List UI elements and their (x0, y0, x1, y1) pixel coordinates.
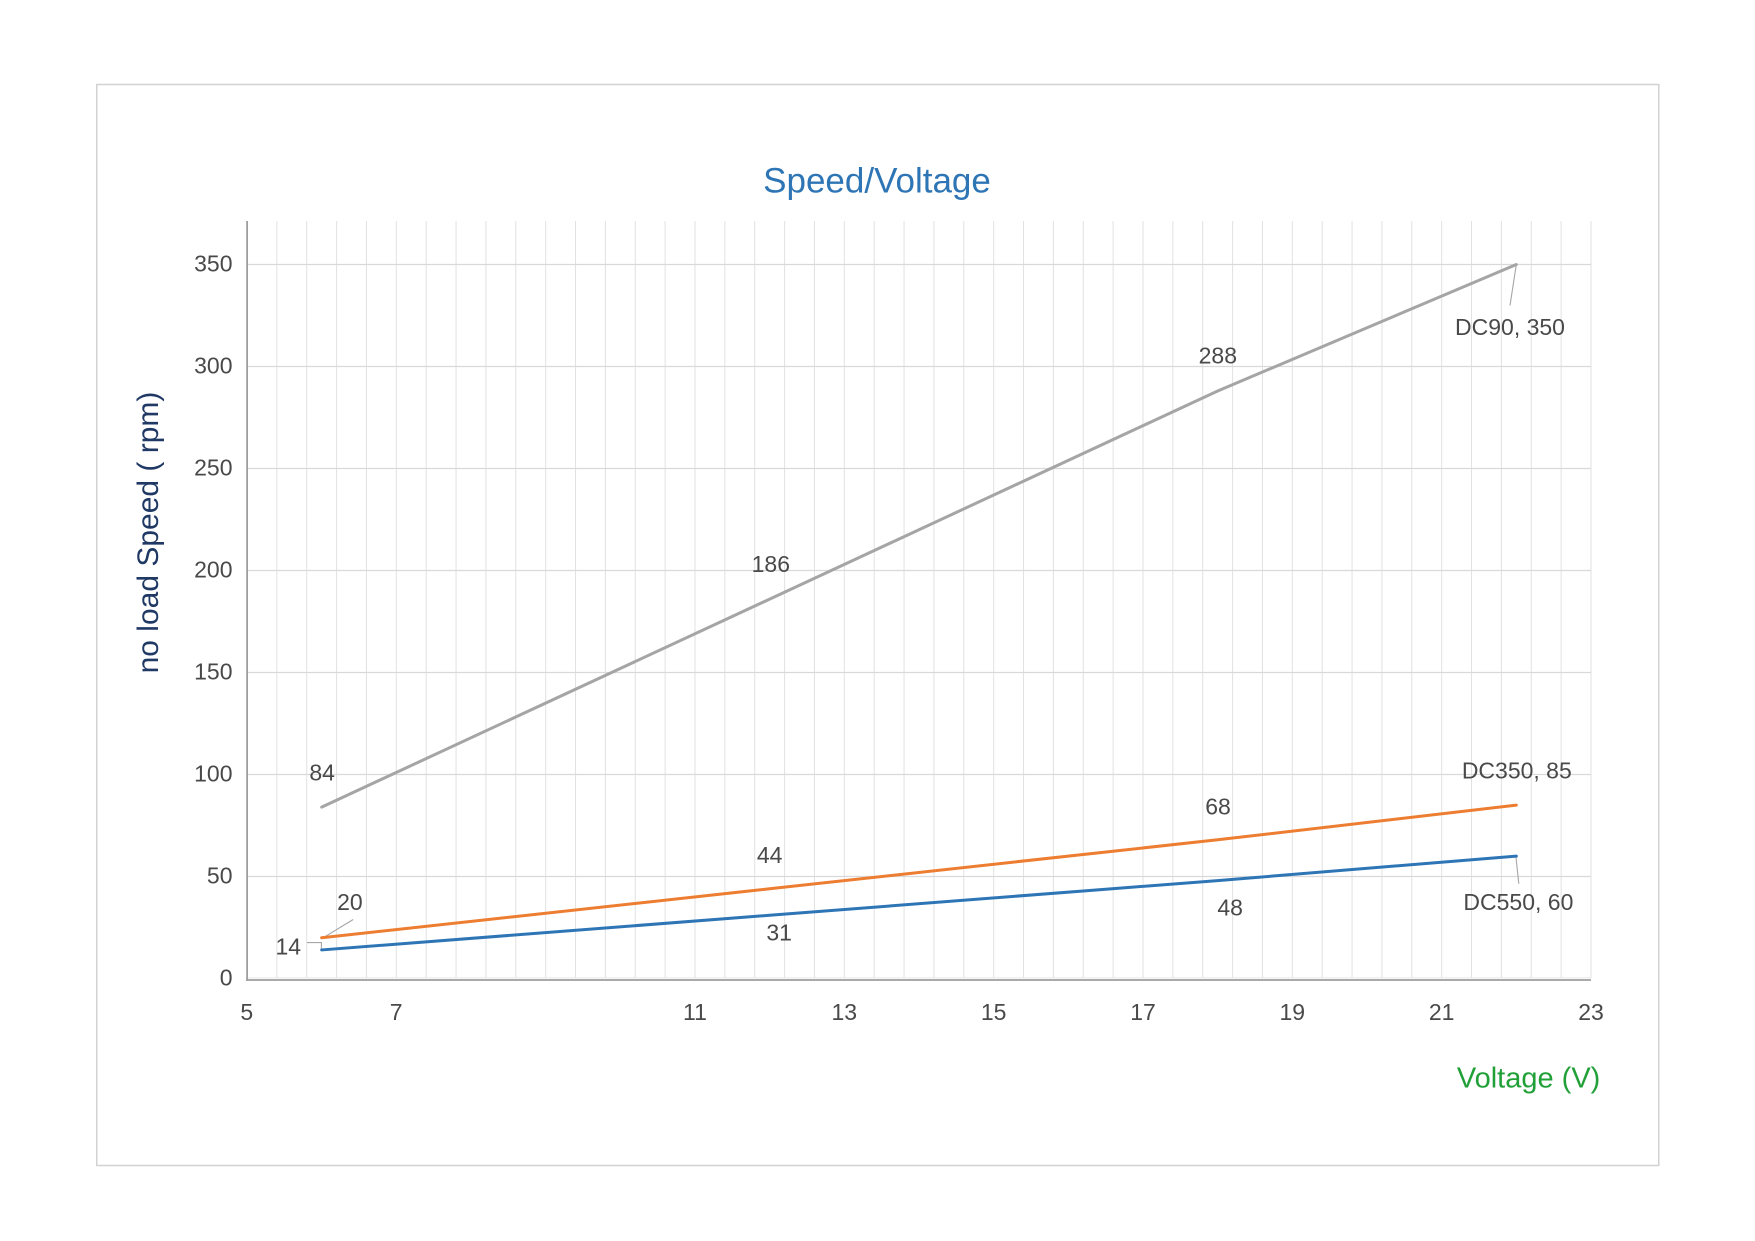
svg-text:20: 20 (337, 889, 363, 915)
svg-text:68: 68 (1205, 793, 1231, 819)
svg-text:300: 300 (194, 353, 232, 379)
svg-text:50: 50 (207, 863, 233, 889)
svg-text:DC550, 60: DC550, 60 (1463, 889, 1573, 915)
svg-text:0: 0 (220, 965, 233, 991)
svg-text:14: 14 (276, 933, 302, 959)
svg-text:no load Speed ( rpm): no load Speed ( rpm) (132, 392, 165, 674)
svg-text:23: 23 (1578, 999, 1604, 1025)
svg-text:150: 150 (194, 659, 232, 685)
svg-text:21: 21 (1429, 999, 1455, 1025)
svg-text:44: 44 (757, 842, 783, 868)
svg-text:13: 13 (832, 999, 858, 1025)
svg-text:5: 5 (240, 999, 253, 1025)
svg-text:7: 7 (390, 999, 403, 1025)
svg-text:19: 19 (1280, 999, 1306, 1025)
svg-text:350: 350 (194, 251, 232, 277)
svg-text:11: 11 (683, 999, 707, 1025)
svg-text:Voltage (V): Voltage (V) (1457, 1063, 1600, 1095)
svg-text:200: 200 (194, 557, 232, 583)
svg-text:48: 48 (1217, 895, 1243, 921)
svg-text:186: 186 (752, 551, 790, 577)
svg-text:288: 288 (1199, 343, 1237, 369)
svg-text:DC350, 85: DC350, 85 (1462, 757, 1572, 783)
svg-text:DC90, 350: DC90, 350 (1455, 314, 1565, 340)
svg-text:31: 31 (766, 920, 792, 946)
svg-text:Speed/Voltage: Speed/Voltage (763, 162, 991, 201)
svg-text:250: 250 (194, 455, 232, 481)
svg-text:17: 17 (1130, 999, 1156, 1025)
svg-text:84: 84 (309, 759, 335, 785)
svg-text:15: 15 (981, 999, 1007, 1025)
svg-text:100: 100 (194, 761, 232, 787)
